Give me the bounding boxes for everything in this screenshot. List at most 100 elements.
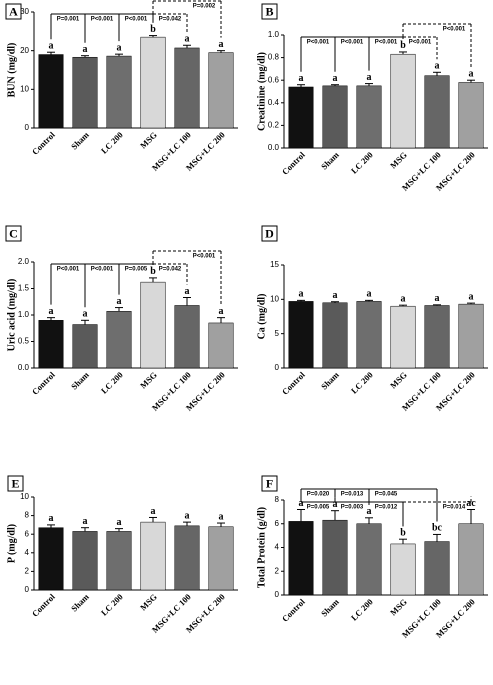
significance-letter: a (83, 309, 88, 320)
x-tick-label: MSG (388, 149, 409, 170)
bar (390, 53, 416, 149)
y-axis-label: BUN (mg/dl) (6, 43, 17, 98)
significance-letter: a (49, 306, 54, 317)
y-axis-label: Uric acid (mg/dl) (6, 279, 17, 352)
bar (140, 521, 166, 591)
y-tick-label: 2 (275, 566, 280, 575)
bar (288, 86, 314, 149)
significance-letter: a (435, 293, 440, 304)
p-value-label: P=0.013 (341, 492, 364, 498)
significance-letter: a (469, 68, 474, 79)
bar (106, 55, 132, 129)
p-value-label: P=0.020 (307, 492, 330, 498)
y-tick-label: 0 (275, 590, 280, 599)
bar (390, 543, 416, 596)
bar (38, 54, 64, 129)
bar (72, 324, 98, 369)
x-tick-label: Control (30, 129, 57, 156)
y-axis-label: Ca (mg/dl) (256, 294, 267, 340)
p-value-label: P<0.001 (125, 17, 148, 23)
panel-box (261, 475, 278, 492)
bar (458, 82, 484, 149)
panel-box (7, 475, 24, 492)
x-tick-label: Control (30, 591, 57, 618)
x-tick-label: LC 200 (99, 130, 125, 156)
p-value-label: P<0.001 (91, 17, 114, 23)
significance-letter: b (400, 40, 406, 51)
bar (208, 322, 234, 369)
significance-letter: a (185, 286, 190, 297)
bar (72, 531, 98, 591)
panel-box (261, 3, 278, 20)
x-tick-label: LC 200 (99, 592, 125, 618)
significance-letter: a (117, 42, 122, 53)
p-value-label: P=0.045 (375, 492, 398, 498)
y-tick-label: 8 (25, 511, 30, 520)
bar (424, 305, 450, 369)
y-tick-label: 0.8 (268, 53, 280, 62)
significance-letter: a (333, 290, 338, 301)
bar (424, 75, 450, 149)
significance-letter: a (299, 498, 304, 509)
significance-letter: a (333, 73, 338, 84)
x-tick-label: LC 200 (349, 150, 375, 176)
x-tick-label: MSG (388, 596, 409, 617)
bar (458, 303, 484, 369)
y-tick-label: 2.0 (18, 257, 30, 266)
bar (140, 36, 166, 129)
y-tick-label: 0 (25, 123, 30, 132)
significance-letter: a (367, 72, 372, 83)
bar (106, 311, 132, 369)
p-value-label: P<0.001 (57, 267, 80, 273)
y-tick-label: 6 (25, 529, 30, 538)
panel-box (261, 225, 278, 242)
y-tick-label: 2 (25, 567, 30, 576)
bar (38, 527, 64, 591)
significance-letter: a (219, 511, 224, 522)
y-axis-label: Total Protein (g/dl) (256, 507, 267, 588)
panel-box (5, 3, 22, 20)
bar (322, 85, 348, 149)
significance-letter: a (185, 34, 190, 45)
x-tick-label: MSG (388, 369, 409, 390)
y-tick-label: 0 (25, 585, 30, 594)
bar (140, 281, 166, 369)
y-tick-label: 10 (20, 492, 29, 501)
bar (288, 301, 314, 369)
y-tick-label: 1.5 (18, 284, 30, 293)
y-tick-label: 10 (20, 84, 29, 93)
significance-letter: a (117, 296, 122, 307)
significance-letter: a (401, 293, 406, 304)
x-tick-label: LC 200 (349, 597, 375, 623)
p-value-label: P=0.005 (125, 267, 148, 273)
significance-letter: a (333, 499, 338, 510)
bar (208, 526, 234, 591)
bar (208, 52, 234, 129)
x-tick-label: Sham (319, 597, 341, 619)
y-tick-label: 1.0 (18, 310, 30, 319)
significance-letter: b (400, 527, 406, 538)
bar (322, 519, 348, 596)
x-tick-label: LC 200 (99, 370, 125, 396)
x-tick-label: MSG (138, 591, 159, 612)
bar (458, 523, 484, 596)
y-tick-label: 0.4 (268, 98, 280, 107)
y-tick-label: 0.5 (18, 337, 30, 346)
significance-letter: a (49, 513, 54, 524)
y-tick-label: 15 (270, 260, 279, 269)
significance-letter: bc (432, 523, 443, 534)
significance-letter: b (150, 266, 156, 277)
p-value-label: P=0.012 (375, 505, 398, 511)
y-tick-label: 0.2 (268, 121, 280, 130)
x-tick-label: Sham (319, 370, 341, 392)
bar (174, 47, 200, 129)
panel-label: D (265, 226, 274, 240)
significance-letter: a (185, 510, 190, 521)
x-tick-label: LC 200 (349, 370, 375, 396)
significance-letter: a (435, 61, 440, 72)
p-value-label: P<0.001 (193, 254, 216, 260)
significance-letter: a (469, 291, 474, 302)
bar (356, 301, 382, 369)
bar (174, 525, 200, 591)
